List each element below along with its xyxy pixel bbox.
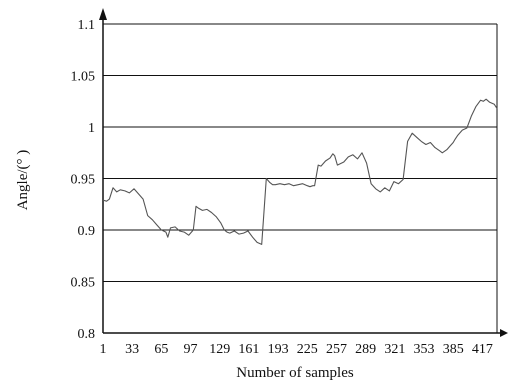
- x-tick-label-0: 1: [100, 342, 107, 357]
- x-tick-label-3: 97: [184, 342, 198, 357]
- y-tick-label-2: 0.9: [78, 224, 96, 239]
- series-line-0: [102, 98, 498, 245]
- x-tick-label-4: 129: [209, 342, 230, 357]
- x-tick-label-8: 257: [326, 342, 347, 357]
- x-tick-label-9: 289: [355, 342, 376, 357]
- x-tick-label-12: 385: [443, 342, 464, 357]
- y-tick-label-0: 0.8: [78, 327, 96, 342]
- y-tick-label-6: 1.1: [78, 18, 96, 33]
- series-layer: [102, 98, 498, 245]
- x-tick-label-6: 193: [268, 342, 289, 357]
- y-tick-label-3: 0.95: [71, 173, 96, 188]
- grid-lines: [103, 23, 498, 333]
- y-tick-label-1: 0.85: [71, 276, 96, 291]
- y-axis-arrow: [99, 8, 107, 20]
- y-tick-label-4: 1: [88, 121, 95, 136]
- x-axis-arrow: [500, 329, 508, 337]
- x-tick-label-2: 65: [154, 342, 168, 357]
- x-tick-label-5: 161: [238, 342, 259, 357]
- y-axis-title: Angle/(° ): [15, 150, 31, 211]
- y-tick-label-5: 1.05: [71, 70, 96, 85]
- x-tick-label-13: 417: [472, 342, 493, 357]
- x-tick-label-7: 225: [297, 342, 318, 357]
- x-axis-title: Number of samples: [236, 365, 354, 381]
- axes: [99, 8, 508, 337]
- x-tick-label-11: 353: [414, 342, 435, 357]
- x-tick-label-1: 33: [125, 342, 139, 357]
- x-tick-label-10: 321: [384, 342, 405, 357]
- tick-labels: 0.8 0.85 0.9 0.95 1 1.05 1.1 1 33 65 97 129 161 193 22…: [71, 18, 493, 357]
